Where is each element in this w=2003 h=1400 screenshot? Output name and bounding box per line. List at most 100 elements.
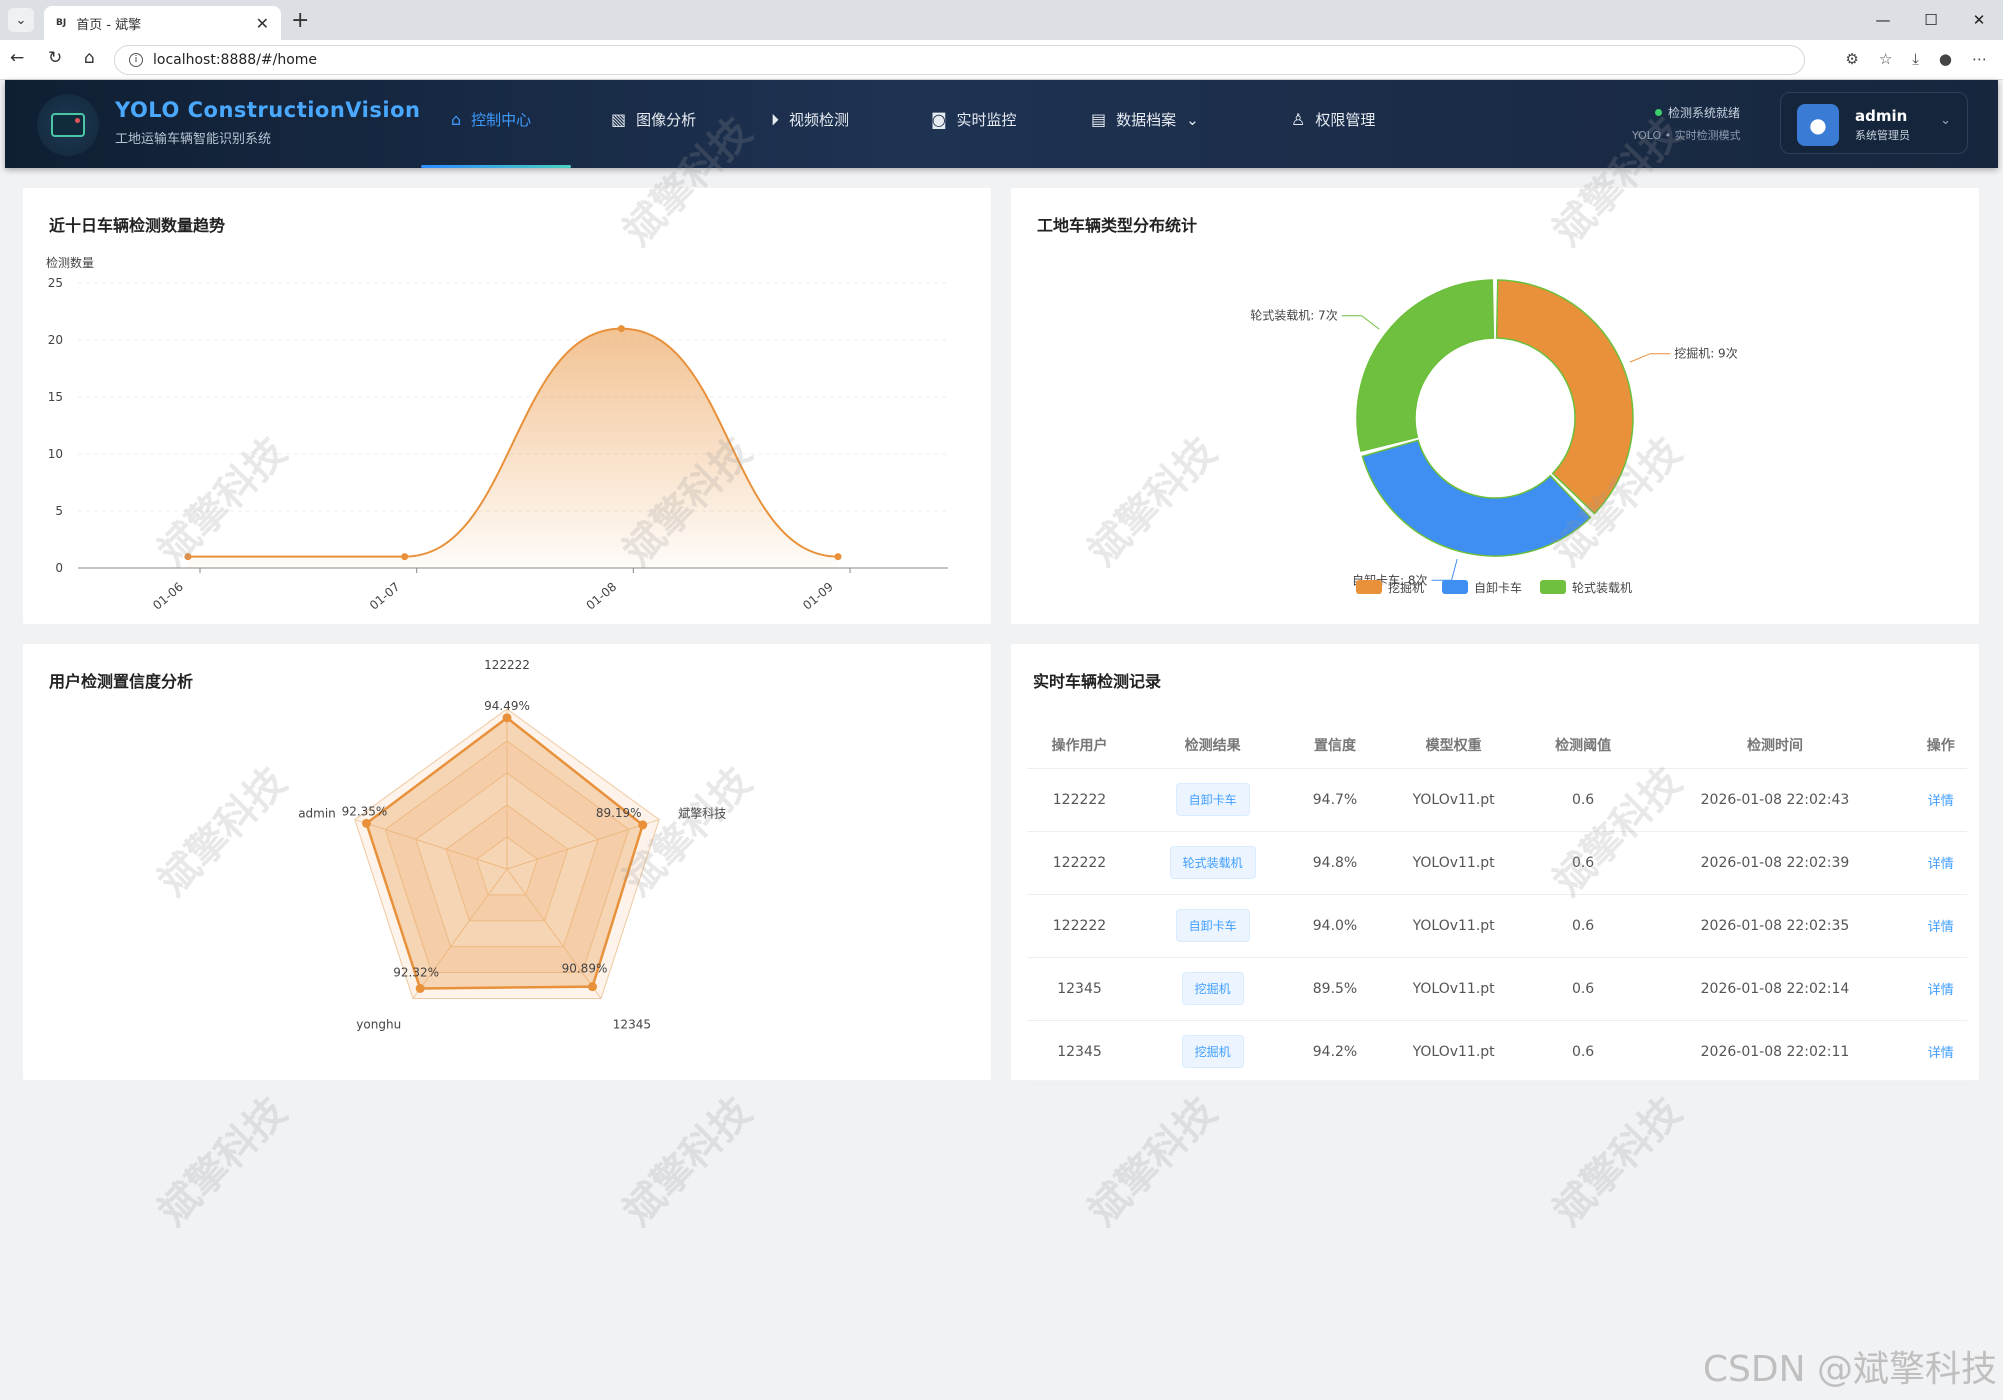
data-point — [617, 325, 625, 333]
cell-confidence: 89.5% — [1293, 957, 1377, 1021]
system-status-sub: YOLO • 实时检测模式 — [1632, 129, 1741, 142]
new-tab-button[interactable]: + — [291, 8, 310, 33]
type-title: 工地车辆类型分布统计 — [1037, 216, 1198, 235]
reload-button[interactable]: ↻ — [48, 48, 63, 68]
nav-item-data-archive[interactable]: ▤ 数据档案 ⌄ — [1091, 110, 1199, 129]
y-tick-label: 0 — [55, 561, 63, 575]
favorites-icon[interactable]: ☆ — [1878, 50, 1893, 68]
column-header: 检测结果 — [1132, 722, 1294, 769]
x-tick-label: 01-06 — [150, 580, 186, 613]
radar-value-label: 92.35% — [342, 804, 388, 818]
data-point — [834, 553, 842, 561]
extensions-icon[interactable]: ⚙ — [1845, 50, 1859, 68]
profile-icon[interactable]: ● — [1938, 50, 1952, 68]
more-menu-icon[interactable]: ⋯ — [1972, 50, 1987, 68]
radar-indicator-label: 斌擎科技 — [678, 805, 726, 820]
pie-slice — [1361, 439, 1592, 557]
table-row: 122222 轮式装载机 94.8% YOLOv11.pt 0.6 2026-0… — [1027, 831, 1967, 895]
downloads-icon[interactable]: ⤓ — [1912, 50, 1919, 68]
legend-label: 轮式装载机 — [1572, 581, 1632, 595]
nav-item-control-center[interactable]: ⌂ 控制中心 — [451, 110, 532, 129]
address-row: ← ↻ ⌂ i localhost:8888/#/home ⚙ ☆ ⤓ ● ⋯ — [0, 40, 2003, 80]
table-row: 122222 自卸卡车 94.0% YOLOv11.pt 0.6 2026-01… — [1027, 894, 1967, 958]
table-row: 122222 自卸卡车 94.7% YOLOv11.pt 0.6 2026-01… — [1027, 768, 1967, 832]
radar-value-label: 89.19% — [596, 806, 642, 820]
maximize-button[interactable]: ☐ — [1924, 11, 1938, 29]
minimize-button[interactable]: — — [1875, 11, 1891, 29]
nav-item-image-analysis[interactable]: ▧ 图像分析 — [611, 110, 697, 129]
cell-threshold: 0.6 — [1530, 831, 1636, 895]
cell-model: YOLOv11.pt — [1376, 768, 1531, 832]
radar-chart: 94.49% 89.19% 90.89% 92.32% 92.35% 122222 斌擎科技… — [298, 658, 726, 1032]
detail-link[interactable]: 详情 — [1927, 857, 1954, 872]
radar-point — [361, 818, 371, 828]
close-window-button[interactable]: ✕ — [1972, 11, 1986, 29]
column-header: 检测阈值 — [1530, 722, 1636, 769]
browser-tab-bar: ⌄ BJ 首页 - 斌擎 ✕ + — ☐ ✕ — [0, 0, 2003, 40]
back-button[interactable]: ← — [10, 48, 25, 68]
radar-indicator-label: yonghu — [356, 1018, 401, 1032]
address-bar[interactable]: i localhost:8888/#/home — [114, 45, 1805, 75]
home-button[interactable]: ⌂ — [84, 48, 95, 68]
csdn-watermark: CSDN @斌擎科技 — [1702, 1349, 1997, 1390]
radar-point — [587, 982, 597, 992]
legend-label: 自卸卡车 — [1474, 580, 1522, 595]
radar-value-label: 92.32% — [393, 966, 439, 980]
chevron-down-icon: ⌄ — [15, 12, 27, 28]
camera-icon: ◙ — [931, 110, 947, 129]
cell-confidence: 94.8% — [1293, 831, 1377, 895]
detail-link[interactable]: 详情 — [1927, 794, 1954, 809]
pie-slice — [1356, 279, 1495, 452]
series-line — [187, 327, 839, 558]
cell-time: 2026-01-08 22:02:35 — [1635, 894, 1915, 958]
column-header: 置信度 — [1293, 722, 1377, 769]
site-info-icon[interactable]: i — [129, 53, 143, 67]
watermark: 斌擎科技 — [1079, 1088, 1226, 1235]
column-header: 操作用户 — [1027, 722, 1132, 769]
close-tab-icon[interactable]: ✕ — [255, 13, 269, 33]
nav-item-permission[interactable]: ♙ 权限管理 — [1291, 110, 1376, 129]
records-card: 实时车辆检测记录 操作用户 检测结果 置信度 模型权重 检测阈值 检测时间 操作… — [1011, 644, 1979, 1084]
detail-link[interactable]: 详情 — [1927, 983, 1954, 998]
type-card: 工地车辆类型分布统计 挖掘机: 9次 自卸卡车: 8次 轮式装载机: 7次 挖掘机 自卸… — [1011, 188, 1979, 624]
label-leader-line — [1629, 353, 1671, 363]
nav-item-realtime-monitor[interactable]: ◙ 实时监控 — [931, 110, 1017, 129]
x-tick-label: 01-09 — [800, 580, 836, 613]
active-nav-indicator — [421, 165, 571, 168]
detail-link[interactable]: 详情 — [1927, 1046, 1954, 1061]
y-tick-label: 5 — [55, 504, 63, 518]
user-icon: ♙ — [1291, 110, 1306, 129]
data-point — [401, 553, 409, 561]
column-header: 模型权重 — [1376, 722, 1531, 769]
cell-time: 2026-01-08 22:02:43 — [1635, 768, 1915, 832]
nav-item-video-detection[interactable]: ⏵ 视频检测 — [771, 109, 850, 130]
url-text: localhost:8888/#/home — [153, 52, 318, 68]
legend-label: 挖掘机 — [1388, 580, 1424, 595]
watermark: 斌擎科技 — [1544, 1088, 1691, 1235]
chevron-down-icon: ⌄ — [1186, 110, 1199, 129]
tab-list-button[interactable]: ⌄ — [8, 8, 34, 32]
result-tag: 挖掘机 — [1181, 972, 1244, 1005]
radar-title: 用户检测置信度分析 — [49, 672, 194, 691]
table-row: 12345 挖掘机 89.5% YOLOv11.pt 0.6 2026-01-0… — [1027, 957, 1967, 1021]
document-icon: ▤ — [1091, 110, 1107, 129]
cell-model: YOLOv11.pt — [1376, 1020, 1531, 1084]
cell-time: 2026-01-08 22:02:39 — [1635, 831, 1915, 895]
table-header-row: 操作用户 检测结果 置信度 模型权重 检测阈值 检测时间 操作 — [1027, 722, 1967, 769]
cell-threshold: 0.6 — [1530, 894, 1636, 958]
cell-model: YOLOv11.pt — [1376, 831, 1531, 895]
browser-tab[interactable]: BJ 首页 - 斌擎 ✕ — [44, 6, 281, 40]
status-dot — [1655, 109, 1662, 116]
radar-value-label: 90.89% — [562, 962, 608, 976]
user-menu[interactable]: ● admin 系统管理员 ⌄ — [1780, 92, 1968, 154]
cell-confidence: 94.0% — [1293, 894, 1377, 958]
pie-slice — [1495, 279, 1634, 515]
favicon-icon: BJ — [56, 18, 67, 28]
browser-toolbar-icons: ⚙ ☆ ⤓ ● ⋯ — [1845, 50, 1987, 68]
column-header: 操作 — [1914, 722, 1967, 769]
series-area — [188, 328, 838, 568]
user-name: admin — [1855, 107, 1908, 125]
cell-confidence: 94.2% — [1293, 1020, 1377, 1084]
cell-user: 12345 — [1027, 957, 1132, 1021]
detail-link[interactable]: 详情 — [1927, 920, 1954, 935]
